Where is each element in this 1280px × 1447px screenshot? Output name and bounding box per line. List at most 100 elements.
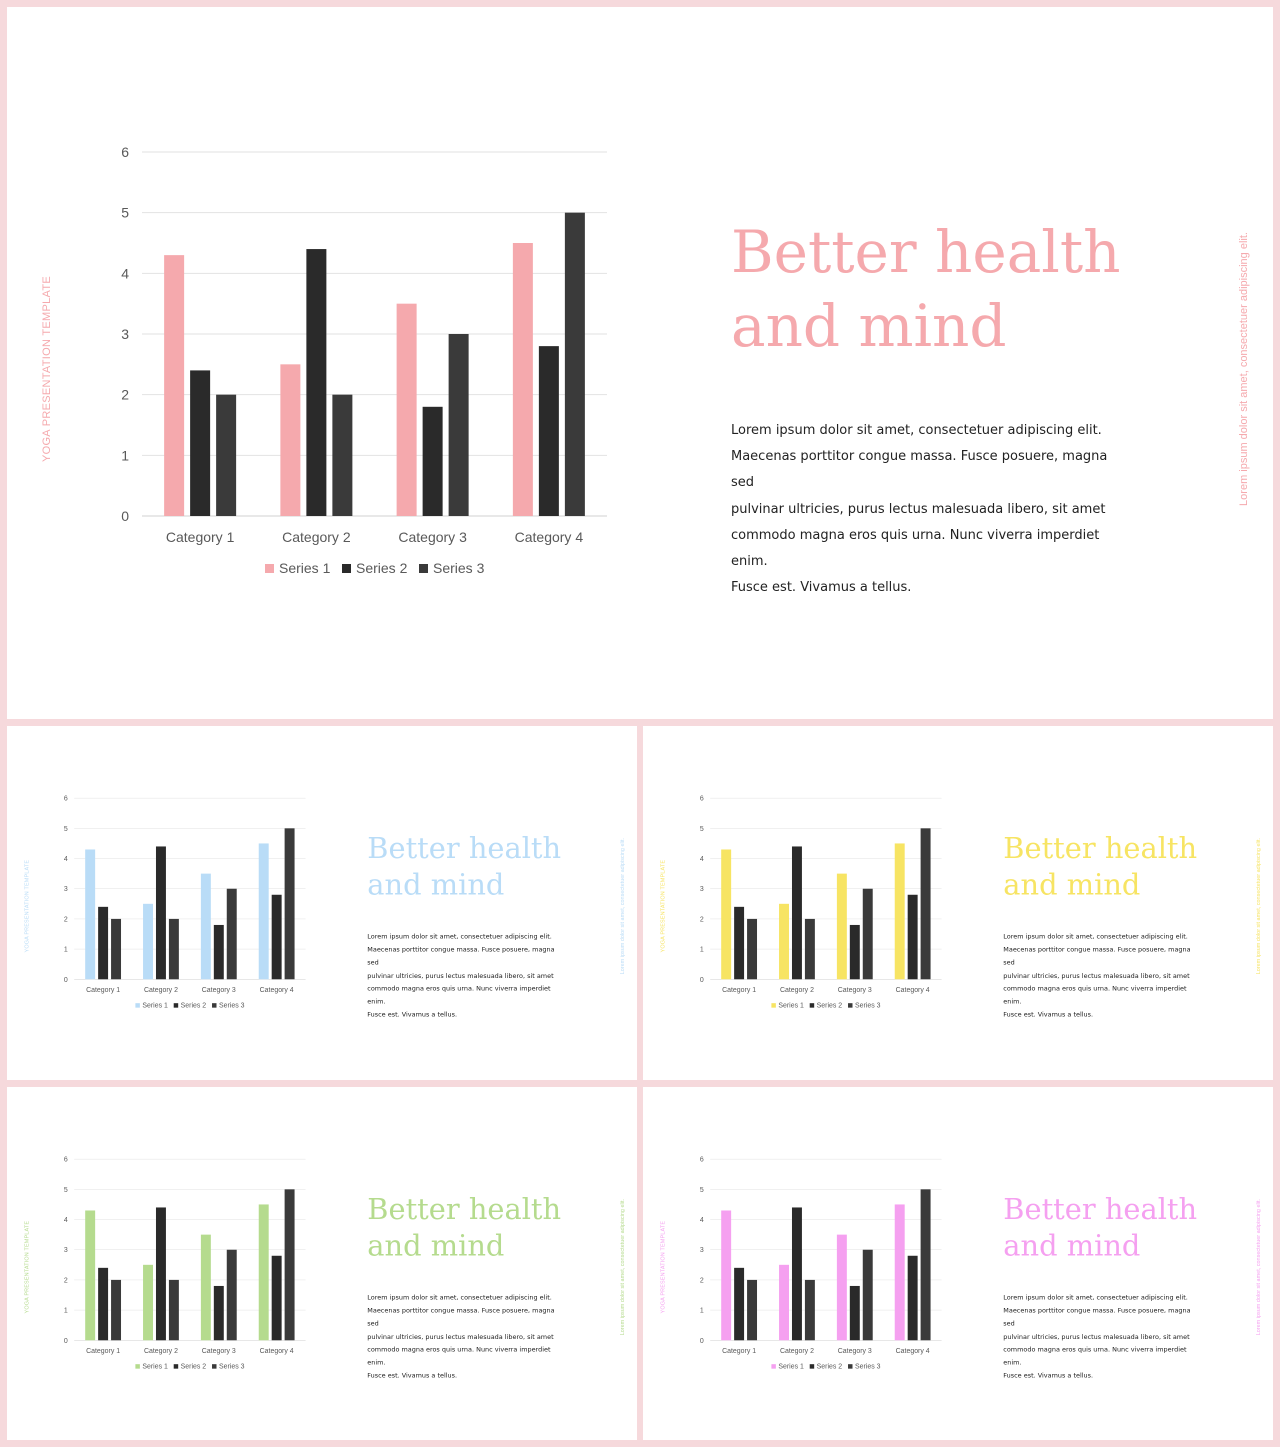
bar-series-2: [213, 924, 224, 980]
bar-series-2: [306, 249, 327, 517]
bar-series-3: [920, 1189, 931, 1341]
bar-series-1: [779, 1264, 789, 1341]
body-line: commodo magna eros quis urna. Nunc viver…: [1003, 1346, 1187, 1367]
bar-chart: 0 1 2 3 4 5 6 Category 1 Category 2 Category 3 Cat…: [121, 144, 607, 576]
legend-label: Series 2: [181, 1003, 207, 1010]
bar-series-2: [849, 1285, 860, 1341]
bar-series-2: [791, 1207, 802, 1341]
body-line: Lorem ipsum dolor sit amet, consectetuer…: [1003, 933, 1188, 941]
bar-series-2: [213, 1285, 224, 1341]
bar-series-2: [734, 1267, 745, 1341]
bar-chart: 0 1 2 3 4 5 6 Category 1 Category 2 Category 3 Cat…: [64, 796, 306, 1010]
body-paragraph: Lorem ipsum dolor sit amet, consectetuer…: [367, 1292, 556, 1383]
bar-series-1: [721, 849, 732, 980]
legend-label: Series 3: [855, 1364, 881, 1371]
bar-series-1: [200, 873, 211, 980]
x-tick-label: Category 3: [838, 987, 872, 994]
bar-series-3: [862, 1249, 873, 1341]
bar-series-1: [836, 873, 847, 980]
bar-series-1: [85, 849, 96, 980]
y-tick-label: 1: [121, 447, 129, 463]
body-line: commodo magna eros quis urna. Nunc viver…: [731, 527, 1100, 570]
legend-swatch: [135, 1364, 140, 1369]
bar-series-2: [791, 846, 802, 980]
legend-swatch: [848, 1364, 853, 1369]
y-tick-label: 3: [64, 886, 68, 893]
body-line: pulvinar ultricies, purus lectus malesua…: [731, 501, 1106, 517]
slide-title: Better health and mind: [367, 1191, 561, 1265]
legend-swatch: [809, 1364, 815, 1369]
body-line: commodo magna eros quis urna. Nunc viver…: [367, 1346, 551, 1367]
bar-series-2: [422, 406, 443, 516]
bar-series-3: [284, 1189, 295, 1341]
y-tick-label: 6: [64, 796, 68, 803]
y-tick-label: 6: [700, 1157, 704, 1164]
y-tick-label: 3: [64, 1247, 68, 1254]
y-tick-label: 1: [64, 947, 68, 954]
body-line: pulvinar ultricies, purus lectus malesua…: [1003, 972, 1190, 980]
legend-swatch: [771, 1364, 776, 1369]
bar-series-1: [512, 243, 533, 516]
body-line: commodo magna eros quis urna. Nunc viver…: [367, 985, 551, 1006]
x-tick-label: Category 3: [838, 1348, 872, 1355]
body-line: Lorem ipsum dolor sit amet, consectetuer…: [367, 933, 552, 941]
legend-label: Series 2: [181, 1364, 207, 1371]
bar-series-2: [190, 370, 211, 516]
bar-series-3: [216, 394, 237, 516]
slide-title: Better health and mind: [1003, 830, 1197, 904]
y-tick-label: 2: [121, 387, 129, 403]
bar-series-1: [836, 1234, 847, 1341]
bar-series-3: [747, 918, 758, 980]
body-line: Fusce est. Vivamus a tellus.: [1003, 1372, 1094, 1380]
bar-series-2: [98, 906, 109, 980]
slide-thumbnail-pink[interactable]: YOGA PRESENTATION TEMPLATE Lorem ipsum d…: [643, 1087, 1273, 1440]
body-line: Fusce est. Vivamus a tellus.: [1003, 1011, 1094, 1019]
slide-content: YOGA PRESENTATION TEMPLATE Lorem ipsum d…: [7, 1087, 637, 1440]
body-line: Maecenas porttitor congue massa. Fusce p…: [1003, 1307, 1191, 1328]
bar-series-3: [448, 334, 469, 516]
y-tick-label: 1: [700, 1308, 704, 1315]
slide-thumbnail-yellow[interactable]: YOGA PRESENTATION TEMPLATE Lorem ipsum d…: [643, 726, 1273, 1080]
body-line: Lorem ipsum dolor sit amet, consectetuer…: [367, 1294, 552, 1302]
y-tick-label: 4: [64, 856, 68, 863]
bar-chart: 0 1 2 3 4 5 6 Category 1 Category 2 Category 3 Cat…: [700, 1157, 942, 1371]
slide-main[interactable]: YOGA PRESENTATION TEMPLATE Lorem ipsum d…: [7, 7, 1273, 719]
bar-series-3: [747, 1279, 758, 1341]
y-tick-label: 3: [700, 886, 704, 893]
bar-series-2: [538, 346, 559, 516]
bar-series-3: [804, 918, 815, 980]
legend-label: Series 1: [142, 1364, 168, 1371]
y-tick-label: 4: [700, 856, 704, 863]
slide-title: Better health and mind: [1003, 1191, 1197, 1265]
y-tick-label: 0: [700, 977, 704, 984]
body-paragraph: Lorem ipsum dolor sit amet, consectetuer…: [367, 931, 556, 1022]
slide-title: Better health and mind: [367, 830, 561, 904]
y-tick-label: 1: [64, 1308, 68, 1315]
x-tick-label: Category 1: [86, 1348, 120, 1355]
slide-thumbnail-blue[interactable]: YOGA PRESENTATION TEMPLATE Lorem ipsum d…: [7, 726, 637, 1080]
body-line: Fusce est. Vivamus a tellus.: [367, 1372, 458, 1380]
legend-swatch: [212, 1003, 217, 1008]
bar-series-2: [271, 1255, 282, 1341]
x-tick-label: Category 2: [780, 987, 814, 994]
x-tick-label: Category 2: [144, 987, 178, 994]
y-tick-label: 4: [700, 1217, 704, 1224]
bar-series-3: [862, 888, 873, 980]
title-line-1: Better health: [1003, 1192, 1198, 1226]
bar-series-3: [564, 212, 585, 516]
bar-series-3: [284, 828, 295, 980]
legend-swatch: [212, 1364, 217, 1369]
bar-series-3: [332, 394, 353, 516]
legend-label: Series 1: [142, 1003, 168, 1010]
legend-swatch: [265, 564, 274, 573]
legend-label: Series 3: [219, 1003, 245, 1010]
y-tick-label: 6: [121, 144, 129, 160]
bar-series-3: [920, 828, 931, 980]
legend-swatch: [848, 1003, 853, 1008]
body-paragraph: Lorem ipsum dolor sit amet, consectetuer…: [1003, 1292, 1192, 1383]
y-tick-label: 3: [121, 326, 129, 342]
legend-label: Series 3: [855, 1003, 881, 1010]
slide-thumbnail-green[interactable]: YOGA PRESENTATION TEMPLATE Lorem ipsum d…: [7, 1087, 637, 1440]
y-tick-label: 5: [700, 826, 704, 833]
y-tick-label: 4: [121, 265, 129, 281]
